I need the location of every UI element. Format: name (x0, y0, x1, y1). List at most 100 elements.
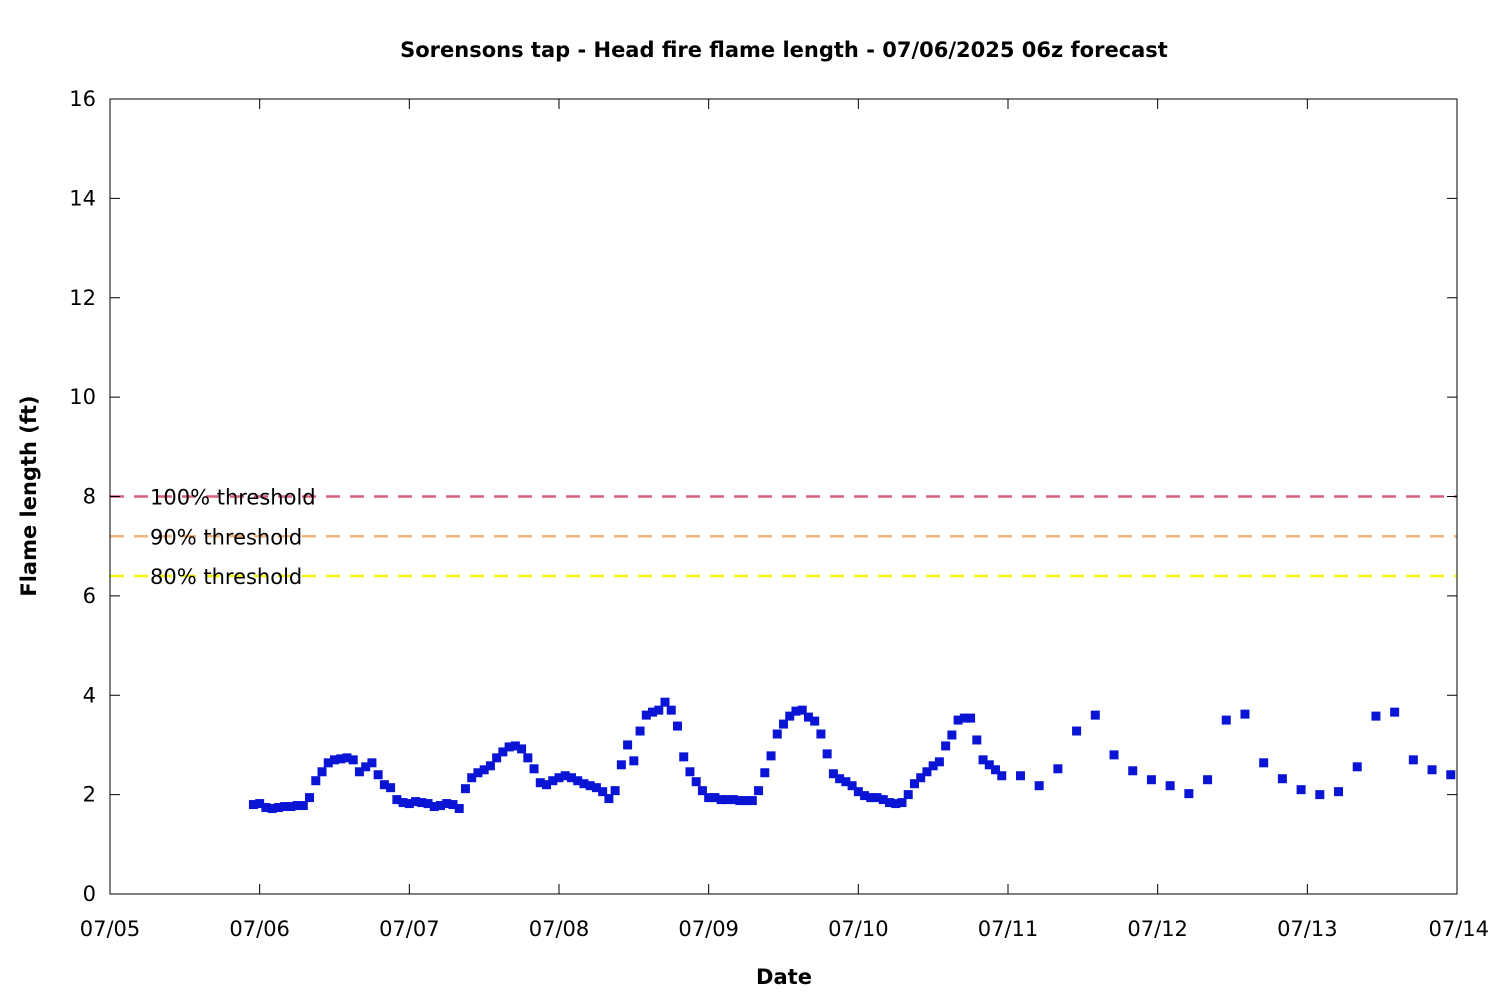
data-point (691, 777, 701, 787)
data-point (298, 801, 308, 811)
data-point (641, 710, 651, 720)
data-point (841, 777, 851, 787)
data-point (610, 786, 620, 796)
data-point (523, 753, 533, 763)
data-point (909, 779, 919, 789)
data-point (941, 741, 951, 751)
data-point (791, 706, 801, 716)
data-point (1240, 709, 1250, 719)
y-tick-label: 16 (69, 87, 96, 111)
chart-title: Sorensons tap - Head fire flame length -… (400, 38, 1168, 62)
data-point (1053, 764, 1063, 774)
data-point (623, 740, 633, 750)
data-point (810, 716, 820, 726)
threshold-legend-label: 80% threshold (150, 565, 302, 589)
data-point (972, 735, 982, 745)
data-point (928, 761, 938, 771)
data-point (573, 776, 583, 786)
y-tick-label: 4 (83, 683, 96, 707)
data-point (984, 760, 994, 770)
data-point (398, 798, 408, 808)
data-point (436, 801, 446, 811)
x-axis-label: Date (756, 965, 812, 989)
data-point (822, 749, 832, 759)
data-point (460, 784, 470, 794)
data-point (1203, 775, 1213, 785)
threshold-legend-label: 90% threshold (150, 525, 302, 549)
data-point (959, 713, 969, 723)
data-point (878, 795, 888, 805)
data-point (248, 800, 258, 810)
data-point (616, 760, 626, 770)
data-point (598, 787, 608, 797)
data-point (766, 751, 776, 761)
data-point (417, 798, 427, 808)
data-point (922, 767, 932, 777)
data-point (816, 729, 826, 739)
data-point (704, 793, 714, 803)
data-point (379, 780, 389, 790)
data-point (323, 758, 333, 768)
data-point (735, 796, 745, 806)
data-point (741, 796, 751, 806)
data-point (273, 803, 283, 813)
data-point (392, 795, 402, 805)
data-point (542, 780, 552, 790)
data-point (1427, 765, 1437, 775)
data-point (454, 804, 464, 814)
data-point (916, 773, 926, 783)
data-point (498, 747, 508, 757)
data-point (267, 804, 277, 814)
data-point (373, 770, 383, 780)
data-point (1015, 771, 1025, 781)
data-point (261, 803, 271, 813)
data-point (1259, 758, 1269, 768)
y-tick-label: 6 (83, 584, 96, 608)
data-point (548, 776, 558, 786)
x-tick-label: 07/08 (529, 917, 590, 941)
data-point (803, 712, 813, 722)
data-point (317, 767, 327, 777)
data-point (423, 799, 433, 809)
data-point (517, 744, 527, 754)
data-point (510, 741, 520, 751)
data-point (648, 707, 658, 717)
data-point (305, 793, 315, 803)
data-point (336, 754, 346, 764)
data-point (429, 802, 439, 812)
data-point (1446, 770, 1456, 780)
data-point (885, 798, 895, 808)
data-point (760, 768, 770, 778)
y-axis-label: Flame length (ft) (17, 395, 41, 596)
data-point (560, 771, 570, 781)
data-point (411, 797, 421, 807)
x-tick-label: 07/13 (1277, 917, 1338, 941)
data-point (1277, 774, 1287, 784)
data-point (729, 795, 739, 805)
data-point (722, 795, 732, 805)
data-point (1090, 710, 1100, 720)
data-point (666, 705, 676, 715)
data-point (467, 773, 477, 783)
data-point (828, 769, 838, 779)
data-point (535, 778, 545, 788)
data-point (997, 771, 1007, 781)
x-tick-label: 07/09 (678, 917, 739, 941)
data-point (797, 705, 807, 715)
data-point (860, 791, 870, 801)
data-point (1165, 781, 1175, 791)
data-point (529, 764, 539, 774)
data-point (1296, 785, 1306, 795)
data-point (1184, 789, 1194, 799)
data-point (348, 755, 358, 765)
data-point (785, 711, 795, 721)
data-point (1352, 762, 1362, 772)
data-point (386, 783, 396, 793)
data-point (330, 755, 339, 765)
data-point (716, 795, 726, 805)
data-point (504, 742, 514, 752)
y-tick-label: 8 (83, 485, 96, 509)
data-point (947, 730, 957, 740)
data-point (579, 779, 589, 789)
